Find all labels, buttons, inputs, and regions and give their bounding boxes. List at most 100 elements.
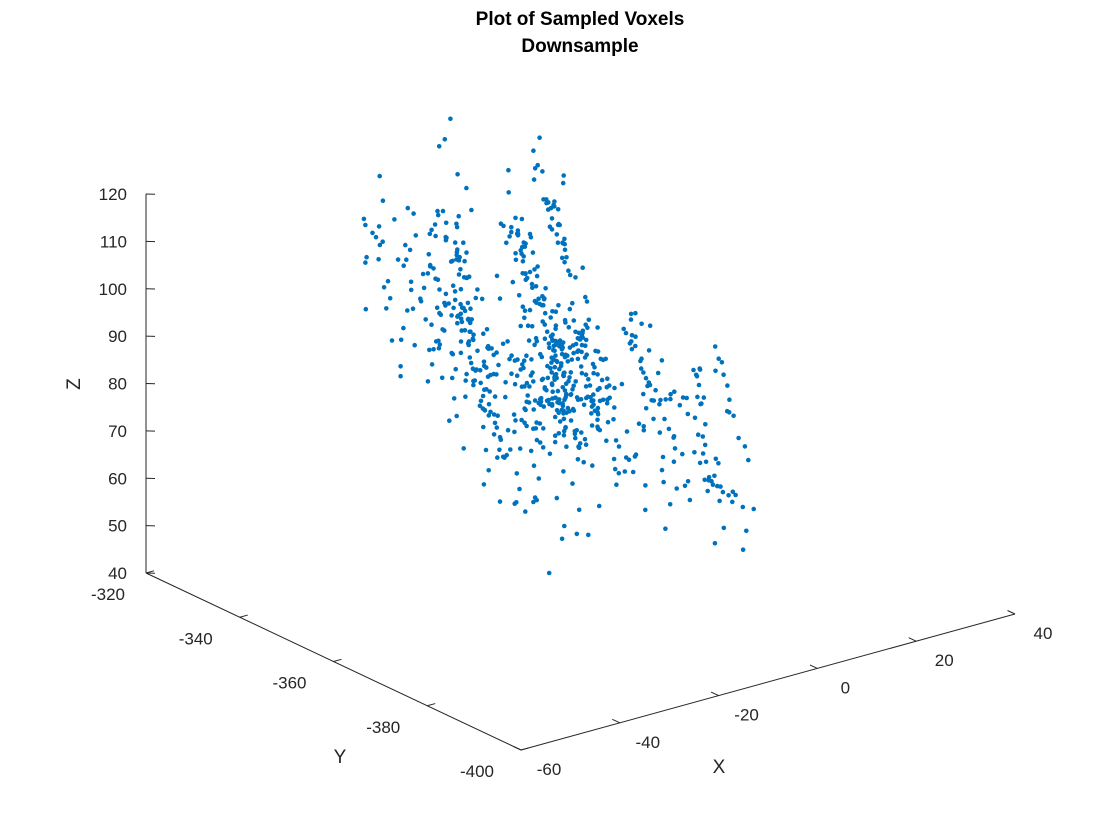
data-point bbox=[507, 356, 512, 362]
data-point bbox=[531, 463, 537, 469]
data-point bbox=[458, 301, 463, 307]
data-point bbox=[481, 482, 487, 487]
data-point bbox=[557, 338, 563, 343]
x-axis-label: X bbox=[713, 757, 726, 778]
data-point bbox=[561, 433, 567, 438]
data-point bbox=[398, 337, 404, 343]
data-point bbox=[559, 255, 565, 261]
data-point bbox=[433, 276, 438, 282]
data-point bbox=[710, 482, 716, 488]
data-point bbox=[643, 483, 648, 488]
data-point bbox=[524, 353, 529, 359]
data-point bbox=[467, 318, 473, 324]
data-point bbox=[568, 370, 574, 375]
data-point bbox=[595, 411, 601, 417]
data-point bbox=[491, 352, 497, 358]
data-point bbox=[581, 459, 586, 465]
data-point bbox=[504, 240, 509, 246]
data-point bbox=[519, 216, 525, 222]
data-point bbox=[363, 222, 368, 228]
data-point bbox=[520, 362, 525, 367]
data-point bbox=[530, 370, 535, 375]
data-point bbox=[554, 495, 560, 501]
data-point bbox=[434, 305, 440, 311]
data-point bbox=[604, 401, 610, 406]
data-point bbox=[497, 296, 503, 301]
data-point bbox=[573, 435, 578, 441]
data-point bbox=[563, 424, 568, 430]
data-point bbox=[636, 421, 642, 427]
data-point bbox=[507, 234, 512, 239]
data-point bbox=[542, 336, 548, 342]
data-point bbox=[387, 296, 393, 301]
data-point bbox=[674, 486, 679, 491]
data-point bbox=[420, 271, 426, 277]
data-point bbox=[523, 271, 528, 277]
z-tick-label: 80 bbox=[108, 375, 127, 394]
data-point bbox=[659, 358, 665, 363]
data-point bbox=[616, 470, 622, 476]
data-point bbox=[448, 116, 453, 122]
data-point bbox=[418, 296, 423, 302]
data-point bbox=[555, 207, 561, 212]
data-point bbox=[405, 205, 411, 211]
data-point bbox=[452, 289, 458, 294]
data-point bbox=[553, 323, 559, 328]
data-point bbox=[685, 411, 691, 417]
data-point bbox=[450, 258, 455, 264]
data-point bbox=[571, 408, 577, 413]
data-point bbox=[619, 381, 625, 387]
data-point bbox=[554, 232, 560, 237]
data-point bbox=[751, 506, 756, 512]
data-point bbox=[595, 426, 601, 432]
data-point bbox=[484, 365, 489, 370]
data-point bbox=[672, 389, 677, 395]
y-tick-label: -400 bbox=[460, 762, 494, 781]
data-point bbox=[560, 241, 566, 246]
data-point bbox=[540, 169, 545, 174]
data-point bbox=[607, 383, 612, 388]
data-point bbox=[550, 309, 555, 314]
data-point bbox=[703, 422, 708, 427]
data-point bbox=[524, 380, 530, 386]
data-point bbox=[629, 346, 635, 352]
data-point bbox=[611, 456, 617, 462]
data-point bbox=[680, 451, 685, 457]
data-point bbox=[622, 469, 628, 474]
data-point bbox=[450, 351, 456, 357]
data-point bbox=[376, 257, 381, 262]
data-point bbox=[579, 430, 584, 435]
ticks-group: 405060708090100110120-400-380-360-340-32… bbox=[91, 185, 1052, 781]
data-point bbox=[398, 364, 403, 369]
y-tick-label: -320 bbox=[91, 585, 125, 604]
data-point bbox=[541, 302, 546, 308]
data-point bbox=[521, 358, 527, 364]
data-point bbox=[364, 254, 369, 260]
z-tick-label: 50 bbox=[108, 517, 127, 536]
data-point bbox=[552, 439, 558, 445]
data-point bbox=[639, 321, 644, 327]
data-point bbox=[545, 375, 551, 381]
data-point bbox=[538, 351, 543, 357]
data-point bbox=[452, 297, 458, 303]
data-point bbox=[482, 408, 488, 413]
data-point bbox=[486, 401, 492, 407]
data-point bbox=[585, 325, 590, 331]
y-tick-label: -380 bbox=[366, 718, 400, 737]
data-point bbox=[458, 350, 464, 356]
data-point bbox=[461, 446, 467, 451]
data-point bbox=[541, 296, 547, 302]
data-point bbox=[495, 413, 501, 419]
data-point bbox=[455, 172, 460, 177]
data-point bbox=[567, 409, 572, 414]
x-tick-label: 0 bbox=[841, 678, 850, 697]
data-point bbox=[481, 359, 487, 365]
data-point bbox=[521, 365, 526, 371]
data-point bbox=[646, 348, 652, 353]
data-point bbox=[744, 528, 749, 534]
data-point bbox=[451, 396, 457, 401]
data-point bbox=[373, 234, 379, 240]
x-tick-label: -40 bbox=[636, 733, 661, 752]
data-point bbox=[532, 166, 538, 171]
data-point bbox=[653, 387, 658, 393]
